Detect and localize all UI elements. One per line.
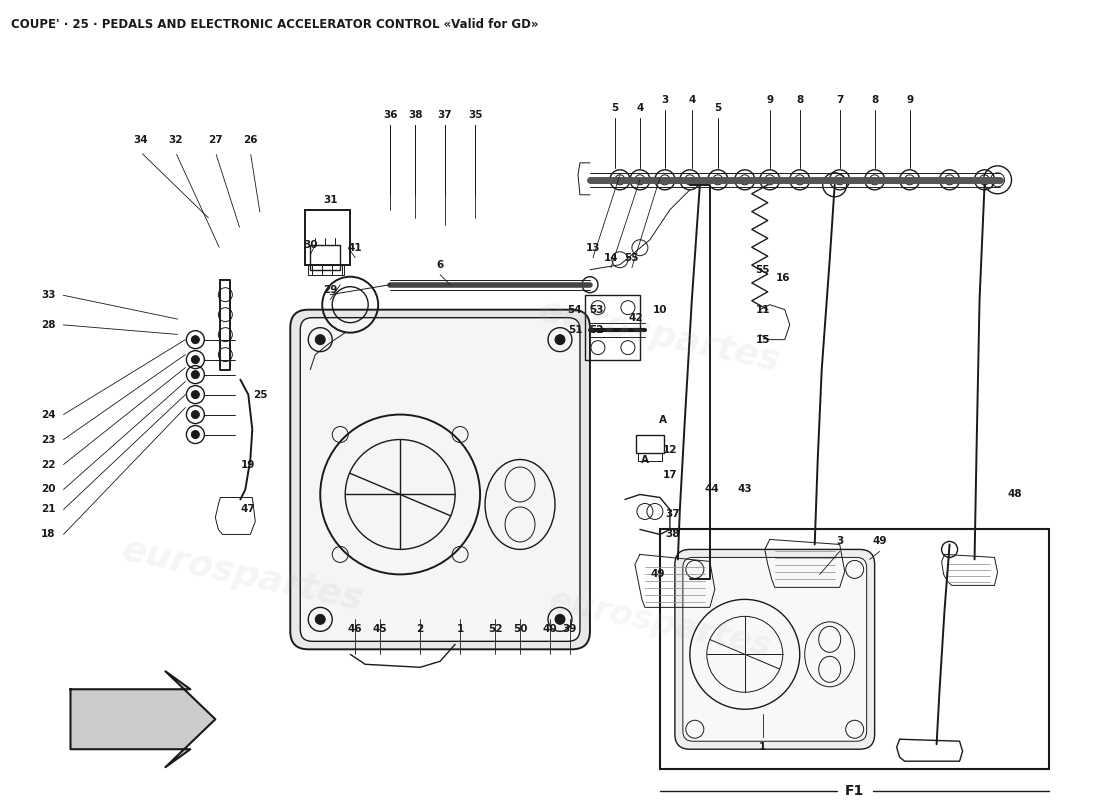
Text: 20: 20 — [42, 485, 56, 494]
Text: 8: 8 — [796, 95, 803, 105]
Text: 31: 31 — [323, 194, 338, 205]
Text: 6: 6 — [437, 260, 443, 270]
Text: 37: 37 — [438, 110, 452, 120]
Text: 38: 38 — [408, 110, 422, 120]
Text: 41: 41 — [348, 242, 363, 253]
Text: 12: 12 — [662, 445, 678, 454]
Text: 47: 47 — [241, 505, 255, 514]
Text: 42: 42 — [628, 313, 643, 322]
Circle shape — [191, 390, 199, 398]
Polygon shape — [70, 671, 216, 767]
Text: 13: 13 — [585, 242, 601, 253]
Text: 27: 27 — [208, 135, 222, 145]
Text: 28: 28 — [42, 320, 56, 330]
Text: 50: 50 — [513, 624, 527, 634]
Text: 49: 49 — [650, 570, 666, 579]
Text: 29: 29 — [323, 285, 338, 294]
Text: A: A — [659, 414, 667, 425]
Text: 9: 9 — [906, 95, 913, 105]
Text: 45: 45 — [373, 624, 387, 634]
Text: 4: 4 — [636, 103, 644, 113]
Text: COUPE' · 25 · PEDALS AND ELECTRONIC ACCELERATOR CONTROL «Valid for GD»: COUPE' · 25 · PEDALS AND ELECTRONIC ACCE… — [11, 18, 538, 31]
Circle shape — [191, 370, 199, 378]
Text: 5: 5 — [714, 103, 722, 113]
Text: 8: 8 — [871, 95, 878, 105]
Text: 53: 53 — [588, 305, 603, 314]
Text: 37: 37 — [666, 510, 680, 519]
Circle shape — [316, 334, 326, 345]
Text: 9: 9 — [767, 95, 773, 105]
Text: 10: 10 — [652, 305, 667, 314]
Text: eurospartes: eurospartes — [546, 584, 774, 663]
FancyBboxPatch shape — [290, 310, 590, 650]
Text: 46: 46 — [348, 624, 363, 634]
Circle shape — [191, 430, 199, 438]
FancyBboxPatch shape — [675, 550, 874, 750]
Bar — [310, 245, 340, 270]
Text: 43: 43 — [737, 485, 752, 494]
Text: A: A — [641, 454, 649, 465]
Text: 3: 3 — [836, 537, 844, 546]
Text: 11: 11 — [756, 305, 770, 314]
Text: 34: 34 — [133, 135, 147, 145]
Text: 23: 23 — [42, 434, 56, 445]
Text: 36: 36 — [383, 110, 397, 120]
Bar — [660, 530, 1049, 769]
Text: 22: 22 — [42, 459, 56, 470]
Text: 52: 52 — [588, 325, 603, 334]
Text: 40: 40 — [542, 624, 558, 634]
Circle shape — [191, 410, 199, 418]
Text: 35: 35 — [468, 110, 482, 120]
Circle shape — [556, 614, 565, 624]
FancyBboxPatch shape — [300, 318, 580, 642]
Text: 52: 52 — [487, 624, 503, 634]
Text: 16: 16 — [776, 273, 790, 282]
Text: 21: 21 — [42, 505, 56, 514]
Text: eurospartes: eurospartes — [119, 534, 366, 618]
Text: 38: 38 — [666, 530, 680, 539]
Text: F1: F1 — [845, 784, 865, 798]
Text: 30: 30 — [302, 240, 318, 250]
Text: 3: 3 — [661, 95, 669, 105]
Text: 49: 49 — [872, 537, 887, 546]
Bar — [638, 453, 662, 461]
Text: 2: 2 — [417, 624, 424, 634]
Text: 39: 39 — [563, 624, 578, 634]
Text: 1: 1 — [456, 624, 464, 634]
Text: 55: 55 — [625, 253, 639, 262]
Bar — [636, 434, 664, 453]
Text: 32: 32 — [168, 135, 183, 145]
Text: 55: 55 — [756, 265, 770, 274]
Text: 51: 51 — [568, 325, 582, 334]
Text: 14: 14 — [604, 253, 618, 262]
Circle shape — [556, 334, 565, 345]
Text: 26: 26 — [243, 135, 257, 145]
Text: 19: 19 — [241, 459, 255, 470]
Circle shape — [191, 356, 199, 364]
Text: 1: 1 — [759, 742, 767, 752]
Text: 54: 54 — [568, 305, 582, 314]
Text: 33: 33 — [42, 290, 56, 300]
Text: 7: 7 — [836, 95, 844, 105]
Text: 48: 48 — [1008, 490, 1022, 499]
Bar — [308, 265, 344, 274]
Bar — [585, 294, 640, 360]
Text: 5: 5 — [612, 103, 618, 113]
Circle shape — [316, 614, 326, 624]
Bar — [306, 210, 350, 265]
Text: 17: 17 — [662, 470, 678, 479]
Text: eurospartes: eurospartes — [536, 294, 783, 378]
Text: 25: 25 — [253, 390, 267, 399]
Text: 44: 44 — [704, 485, 719, 494]
Text: 18: 18 — [42, 530, 56, 539]
Text: 24: 24 — [41, 410, 56, 419]
FancyBboxPatch shape — [683, 558, 867, 742]
Text: 15: 15 — [756, 334, 770, 345]
Circle shape — [191, 336, 199, 344]
Text: 4: 4 — [689, 95, 695, 105]
